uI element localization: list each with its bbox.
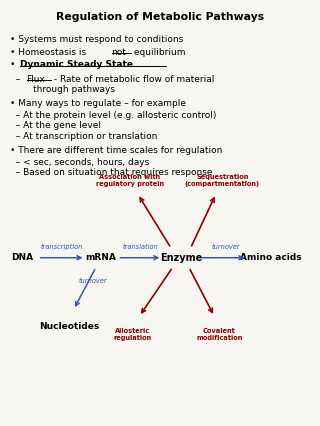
Text: – At the protein level (e.g. allosteric control): – At the protein level (e.g. allosteric … bbox=[10, 111, 216, 120]
Text: through pathways: through pathways bbox=[10, 85, 115, 94]
Text: – At the gene level: – At the gene level bbox=[10, 121, 100, 130]
Text: Enzyme: Enzyme bbox=[160, 253, 202, 263]
Text: • Many ways to regulate – for example: • Many ways to regulate – for example bbox=[10, 99, 186, 108]
Text: Dynamic Steady State: Dynamic Steady State bbox=[20, 60, 133, 69]
Text: – < sec, seconds, hours, days: – < sec, seconds, hours, days bbox=[10, 158, 149, 167]
Text: – Based on situation that requires response: – Based on situation that requires respo… bbox=[10, 168, 212, 177]
Text: Sequestration
(compartmentation): Sequestration (compartmentation) bbox=[185, 174, 260, 187]
Text: Regulation of Metabolic Pathways: Regulation of Metabolic Pathways bbox=[56, 12, 264, 22]
Text: –: – bbox=[10, 75, 23, 83]
Text: Association with
regulatory protein: Association with regulatory protein bbox=[96, 174, 164, 187]
Text: mRNA: mRNA bbox=[85, 253, 116, 262]
Text: - Rate of metabolic flow of material: - Rate of metabolic flow of material bbox=[51, 75, 214, 83]
Text: translation: translation bbox=[123, 244, 159, 250]
Text: Allosteric
regulation: Allosteric regulation bbox=[114, 328, 152, 341]
Text: Covalent
modification: Covalent modification bbox=[196, 328, 242, 341]
Text: • Homeostasis is: • Homeostasis is bbox=[10, 48, 89, 57]
Text: • Systems must respond to conditions: • Systems must respond to conditions bbox=[10, 35, 183, 44]
Text: – At transcription or translation: – At transcription or translation bbox=[10, 132, 157, 141]
Text: not: not bbox=[112, 48, 126, 57]
Text: DNA: DNA bbox=[11, 253, 34, 262]
Text: •: • bbox=[10, 60, 18, 69]
Text: turnover: turnover bbox=[78, 278, 107, 284]
Text: transcription: transcription bbox=[40, 244, 83, 250]
Text: Amino acids: Amino acids bbox=[240, 253, 301, 262]
Text: Flux: Flux bbox=[27, 75, 45, 83]
Text: Nucleotides: Nucleotides bbox=[39, 322, 99, 331]
Text: • There are different time scales for regulation: • There are different time scales for re… bbox=[10, 146, 222, 155]
Text: equilibrium: equilibrium bbox=[131, 48, 185, 57]
Text: turnover: turnover bbox=[211, 244, 240, 250]
